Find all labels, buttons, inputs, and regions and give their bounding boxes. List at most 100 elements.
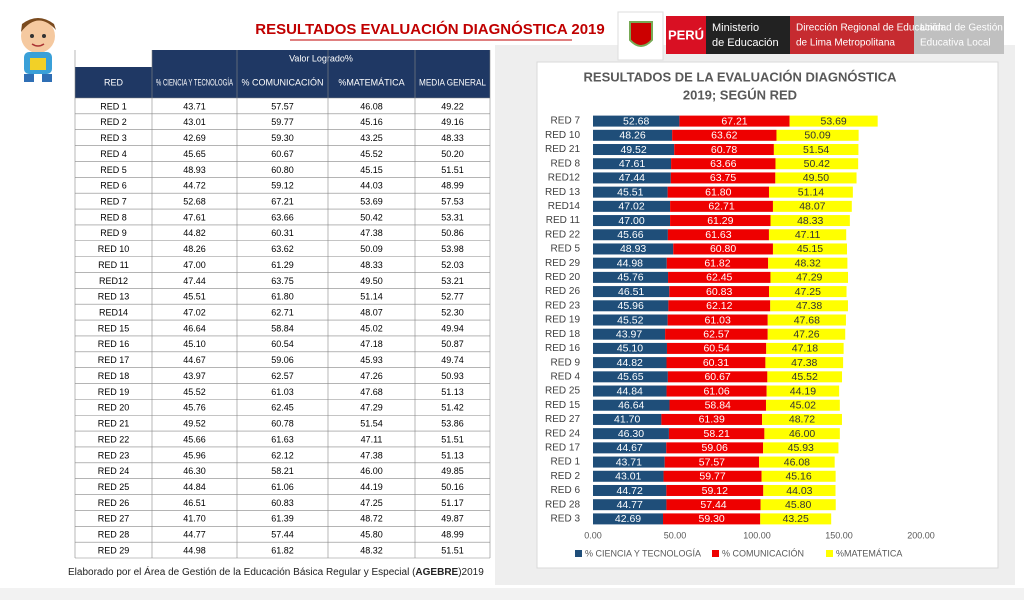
data-label: 51.14 [798,186,824,198]
table-cell: 49.94 [441,323,464,333]
table-cell: RED 13 [98,292,130,302]
data-label: 61.29 [707,215,733,227]
data-label: 53.69 [821,115,847,127]
y-tick-label: RED 20 [545,272,580,283]
table-cell: 44.82 [183,228,206,238]
y-tick-label: RED 8 [551,158,581,169]
table-cell: 44.72 [183,181,206,191]
table-cell: 48.32 [360,545,383,555]
bar-segment [593,229,668,241]
table-cell: 61.80 [271,292,294,302]
data-label: 44.19 [790,385,816,397]
bar-segment [593,499,667,511]
bar-segment [764,428,840,440]
data-label: 63.66 [710,158,736,170]
data-label: 46.08 [784,456,810,468]
y-tick-label: RED 22 [545,229,580,240]
data-label: 43.25 [783,513,809,525]
table-cell: 50.20 [441,149,464,159]
table-cell: 57.53 [441,196,464,206]
table-cell: 42.69 [183,133,206,143]
bar-segment [593,456,665,468]
data-label: 58.84 [705,400,731,412]
table-cell: 59.06 [271,355,294,365]
bottom-strip [0,588,1024,600]
bar-segment [665,328,768,340]
table-cell: 47.00 [183,260,206,270]
table-cell: 50.87 [441,339,464,349]
data-label: 63.75 [710,172,736,184]
data-label: 61.39 [699,414,725,426]
bar-segment [666,442,764,454]
bar-segment [666,342,767,354]
table-cell: 45.52 [183,387,206,397]
table: RED % CIENCIA Y TECNOLOGÍA % COMUNICACIÓN%… [74,50,491,559]
bar-segment [668,300,771,312]
y-tick-label: RED 5 [551,244,581,255]
x-tick-label: 0.00 [584,530,602,540]
table-cell: 60.67 [271,149,294,159]
table-cell: 63.66 [271,212,294,222]
bar-segment [663,470,762,482]
table-cell: 48.99 [441,181,464,191]
table-cell: 44.19 [360,482,383,492]
table-cell: RED 19 [98,387,130,397]
data-label: 49.50 [803,172,829,184]
bar-segment [593,314,668,326]
table-cell: 45.93 [360,355,383,365]
data-label: 61.06 [703,385,729,397]
data-label: 45.96 [618,300,644,312]
data-label: 62.57 [703,328,729,340]
table-cell: 45.76 [183,403,206,413]
bar-segment [759,456,835,468]
data-label: 63.62 [711,130,737,142]
y-tick-label: RED 13 [545,187,580,198]
table-cell: 47.25 [360,498,383,508]
bar-segment [766,342,844,354]
footer: Elaborado por el Área de Gestión de la E… [68,565,484,578]
table-cell: 53.98 [441,244,464,254]
column-header: MEDIA GENERAL [419,77,486,87]
table-cell: 43.97 [183,371,206,381]
data-label: 44.03 [786,485,812,497]
table-cell: 48.93 [183,165,206,175]
data-label: 47.38 [791,357,817,369]
y-tick-label: RED 15 [545,400,580,411]
bar-segment [765,357,844,369]
chart-title: RESULTADOS DE LA EVALUACIÓN DIAGNÓSTICA [584,69,898,84]
bar-segment [772,200,852,212]
dre-label: Dirección Regional de Educación [796,23,943,34]
bar-segment [760,499,836,511]
bar-segment [775,158,859,170]
table-cell: 67.21 [271,196,294,206]
table-cell: 61.29 [271,260,294,270]
column-header: % COMUNICACIÓN [241,77,323,87]
table-cell: RED 4 [100,149,127,159]
bar-segment [776,129,859,141]
data-label: 44.77 [617,499,643,511]
table-cell: 43.25 [360,133,383,143]
bar-segment [674,144,774,156]
bar-segment [593,186,668,198]
table-cell: 45.80 [360,530,383,540]
table-cell: 46.51 [183,498,206,508]
dre-label: de Lima Metropolitana [796,38,895,49]
table-cell: RED 27 [98,514,130,524]
bar-segment [593,257,667,269]
ugel-label: Unidad de Gestión [920,23,1003,34]
table-cell: 51.42 [441,403,464,413]
bar-segment [593,172,671,184]
table-cell: 43.01 [183,117,206,127]
bar-segment [593,300,669,312]
data-label: 45.76 [617,272,643,284]
table-cell: 49.74 [441,355,464,365]
table-cell: 60.78 [271,419,294,429]
table-cell: RED 23 [98,450,130,460]
x-tick-label: 100.00 [743,530,771,540]
table-cell: 43.71 [183,101,206,111]
bar-segment [661,413,763,425]
table-cell: 53.21 [441,276,464,286]
data-label: 47.25 [795,286,821,298]
y-tick-label: RED 19 [545,315,580,326]
table-cell: 46.00 [360,466,383,476]
